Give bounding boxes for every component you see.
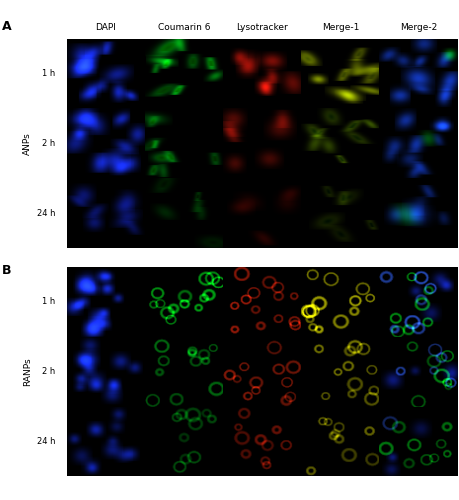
Text: RANPs: RANPs (23, 358, 32, 386)
Text: 1 h: 1 h (42, 298, 55, 306)
Text: 24 h: 24 h (37, 208, 55, 218)
Text: A: A (2, 20, 12, 33)
Text: 1 h: 1 h (42, 69, 55, 78)
Text: Merge-2: Merge-2 (399, 24, 436, 32)
Text: Merge-1: Merge-1 (321, 24, 358, 32)
Text: ANPs: ANPs (23, 132, 32, 154)
Text: 2 h: 2 h (42, 367, 55, 376)
Text: B: B (2, 264, 12, 278)
Text: 2 h: 2 h (42, 139, 55, 148)
Text: Coumarin 6: Coumarin 6 (157, 24, 210, 32)
Text: 24 h: 24 h (37, 437, 55, 446)
Text: Lysotracker: Lysotracker (236, 24, 287, 32)
Text: DAPI: DAPI (95, 24, 116, 32)
